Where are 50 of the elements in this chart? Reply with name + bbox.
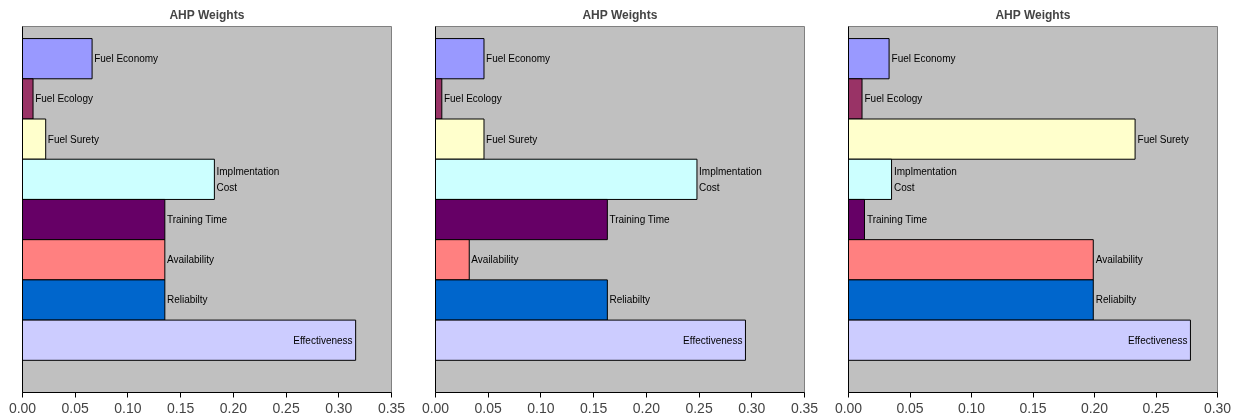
category-label: Effectiveness <box>293 334 353 346</box>
x-tick-label: 0.10 <box>114 399 142 415</box>
chart-title: AHP Weights <box>169 7 245 22</box>
category-label: Fuel Ecology <box>443 93 502 105</box>
x-tick-label: 0.20 <box>1080 399 1109 415</box>
category-label: Availability <box>166 254 214 266</box>
x-tick-label: 0.35 <box>377 399 406 415</box>
x-tick-label: 0.00 <box>834 399 863 415</box>
x-tick-label: 0.10 <box>527 399 555 415</box>
x-tick-label: 0.30 <box>738 399 766 415</box>
category-label: Fuel Economy <box>486 53 551 65</box>
category-label: Training Time <box>609 214 670 226</box>
category-label: Training Time <box>866 214 928 226</box>
category-label: Effectiveness <box>683 334 743 346</box>
category-label: Fuel Surety <box>486 133 538 145</box>
category-label: Fuel Economy <box>891 53 956 65</box>
category-label: Fuel Ecology <box>864 93 923 105</box>
category-label: Fuel Economy <box>94 53 159 65</box>
category-label: Reliabilty <box>609 294 651 306</box>
category-label: Reliabilty <box>166 294 208 306</box>
x-tick-label: 0.00 <box>421 399 450 415</box>
category-label: Fuel Ecology <box>35 93 93 105</box>
x-tick-label: 0.15 <box>580 399 608 415</box>
x-tick-label: 0.20 <box>219 399 248 415</box>
category-label: Fuel Surety <box>47 133 99 145</box>
category-label: Reliabilty <box>1095 294 1137 306</box>
category-label: Availability <box>1095 254 1143 266</box>
category-label: Training Time <box>166 214 228 226</box>
x-tick-label: 0.10 <box>957 399 986 415</box>
chart-title: AHP Weights <box>995 7 1071 22</box>
chart-title: AHP Weights <box>582 7 658 22</box>
x-tick-label: 0.05 <box>896 399 924 415</box>
category-label: Implmentation Cost <box>894 165 957 194</box>
category-label: Availability <box>471 254 519 266</box>
category-label: Effectiveness <box>1128 334 1188 346</box>
category-label: Fuel Surety <box>1137 133 1189 145</box>
x-tick-label: 0.00 <box>8 399 37 415</box>
x-tick-label: 0.05 <box>61 399 90 415</box>
category-label: Implmentation Cost <box>699 165 762 194</box>
category-label: Implmentation Cost <box>216 165 280 194</box>
x-tick-label: 0.25 <box>1142 399 1170 415</box>
x-tick-label: 0.20 <box>632 399 661 415</box>
x-tick-label: 0.30 <box>1203 399 1232 415</box>
x-tick-label: 0.15 <box>167 399 195 415</box>
x-tick-label: 0.30 <box>325 399 353 415</box>
x-tick-label: 0.05 <box>474 399 503 415</box>
x-tick-label: 0.15 <box>1019 399 1047 415</box>
x-tick-label: 0.25 <box>272 399 300 415</box>
x-tick-label: 0.25 <box>685 399 713 415</box>
x-tick-label: 0.35 <box>790 399 819 415</box>
